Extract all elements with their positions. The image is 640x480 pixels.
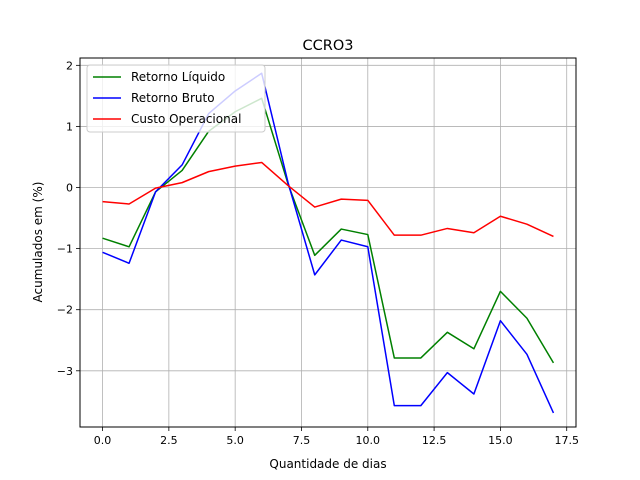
series-line — [102, 161, 554, 238]
chart-title: CCRO3 — [303, 38, 354, 54]
x-tick-label: 0.0 — [94, 434, 112, 447]
y-tick-label: 1 — [66, 120, 73, 133]
y-tick-label: −3 — [57, 365, 73, 378]
legend-label: Retorno Líquido — [131, 70, 225, 84]
x-tick-label: 12.5 — [422, 434, 447, 447]
x-tick-label: 17.5 — [554, 434, 579, 447]
y-tick-label: −2 — [57, 304, 73, 317]
x-tick-label: 2.5 — [160, 434, 178, 447]
x-tick-label: 10.0 — [356, 434, 381, 447]
series-layer — [102, 72, 555, 414]
y-tick-label: 2 — [66, 59, 73, 72]
legend: Retorno Líquido Retorno Bruto Custo Operac… — [86, 64, 266, 133]
legend-label: Retorno Bruto — [131, 91, 215, 105]
y-tick-label: 0 — [66, 182, 73, 195]
series-line — [102, 72, 555, 414]
series-line — [102, 97, 555, 364]
x-tick-label: 5.0 — [226, 434, 244, 447]
plot-frame — [79, 57, 577, 428]
x-axis: 0.0 2.5 5.0 7.5 10.0 12.5 15.0 17.5 — [94, 427, 579, 447]
y-axis-label: Acumulados em (%) — [31, 182, 45, 303]
x-axis-label: Quantidade de dias — [269, 457, 386, 471]
x-tick-label: 15.0 — [488, 434, 513, 447]
x-tick-label: 7.5 — [293, 434, 311, 447]
legend-label: Custo Operacional — [131, 112, 241, 126]
y-tick-label: −1 — [57, 243, 73, 256]
legend-box — [86, 64, 266, 133]
y-axis: −3 −2 −1 0 1 2 — [57, 59, 80, 378]
